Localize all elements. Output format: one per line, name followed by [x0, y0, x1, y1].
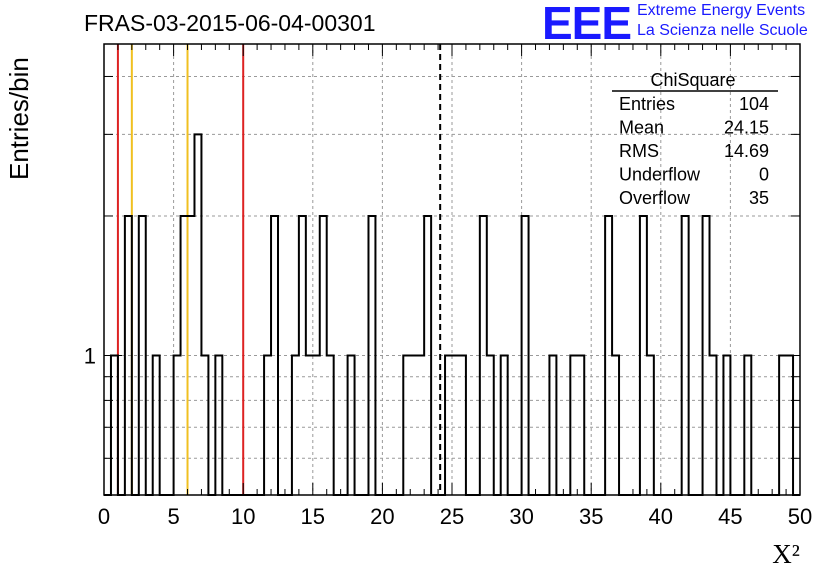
x-tick-label: 30 — [509, 504, 533, 529]
chart-title: FRAS-03-2015-06-04-00301 — [84, 10, 376, 36]
x-tick-label: 0 — [98, 504, 110, 529]
stats-row-label: Overflow — [619, 188, 691, 208]
stats-row-value: 104 — [739, 94, 769, 114]
y-tick-label: 1 — [84, 343, 96, 368]
x-tick-label: 20 — [370, 504, 394, 529]
stats-row-value: 14.69 — [724, 141, 769, 161]
x-tick-label: 5 — [167, 504, 179, 529]
stats-row-label: RMS — [619, 141, 659, 161]
stats-row-label: Mean — [619, 118, 664, 138]
x-tick-label: 25 — [440, 504, 464, 529]
x-tick-label: 35 — [579, 504, 603, 529]
x-tick-label: 45 — [718, 504, 742, 529]
eee-logo: EEE — [542, 0, 632, 49]
logo-text-line2: La Scienza nelle Scuole — [637, 22, 808, 39]
stats-row-value: 0 — [759, 165, 769, 185]
x-tick-label: 50 — [788, 504, 812, 529]
stats-title: ChiSquare — [650, 70, 735, 90]
x-tick-label: 40 — [649, 504, 673, 529]
x-axis-label: X² — [772, 539, 800, 569]
stats-row-label: Entries — [619, 94, 675, 114]
histogram-series — [104, 133, 800, 496]
x-tick-label: 10 — [231, 504, 255, 529]
stats-row-label: Underflow — [619, 165, 701, 185]
x-tick-label: 15 — [301, 504, 325, 529]
logo-text-line1: Extreme Energy Events — [637, 2, 806, 19]
stats-row-value: 24.15 — [724, 118, 769, 138]
stats-row-value: 35 — [749, 188, 769, 208]
